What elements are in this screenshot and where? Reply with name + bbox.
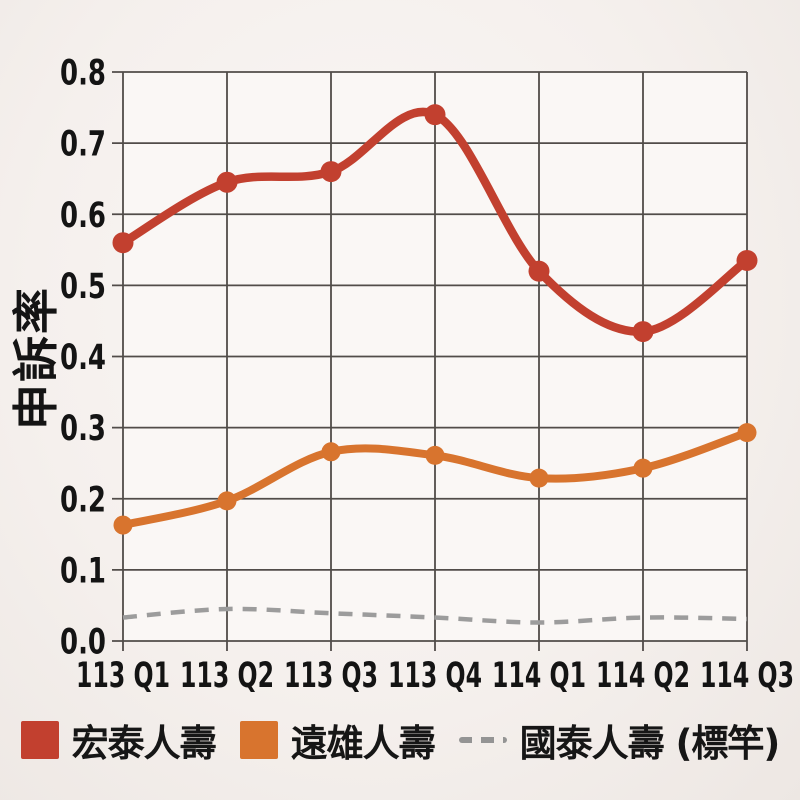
svg-text:113 Q3: 113 Q3 — [284, 656, 378, 696]
legend-label: 國泰人壽 (標竿) — [519, 722, 781, 765]
svg-text:113 Q4: 113 Q4 — [388, 656, 482, 696]
svg-text:0.6: 0.6 — [60, 196, 106, 236]
svg-text:0.0: 0.0 — [60, 623, 106, 663]
svg-text:114 Q3: 114 Q3 — [700, 656, 794, 696]
legend: 宏泰人壽 遠雄人壽 國泰人壽 (標竿) — [0, 714, 800, 766]
svg-text:114 Q1: 114 Q1 — [492, 656, 586, 696]
legend-dashed-line-sample — [458, 737, 507, 743]
svg-text:0.2: 0.2 — [60, 480, 106, 520]
legend-item-yuanxiong: 遠雄人壽 — [239, 713, 436, 767]
legend-item-hongtai: 宏泰人壽 — [20, 713, 217, 767]
y-axis-title: 申訴率 — [9, 286, 63, 430]
svg-text:0.8: 0.8 — [60, 54, 106, 94]
legend-item-guotai-benchmark: 國泰人壽 (標竿) — [458, 713, 781, 767]
svg-text:114 Q2: 114 Q2 — [596, 656, 690, 696]
svg-text:0.1: 0.1 — [60, 551, 106, 591]
legend-label: 遠雄人壽 — [290, 722, 436, 765]
svg-text:0.4: 0.4 — [60, 338, 106, 378]
svg-text:0.3: 0.3 — [60, 409, 106, 449]
svg-text:113 Q2: 113 Q2 — [180, 656, 274, 696]
legend-swatch-square-red — [20, 721, 59, 759]
svg-text:113 Q1: 113 Q1 — [76, 656, 170, 696]
svg-text:0.5: 0.5 — [60, 267, 106, 307]
legend-swatch-square-orange — [239, 721, 278, 759]
svg-text:0.7: 0.7 — [60, 125, 106, 165]
legend-label: 宏泰人壽 — [71, 722, 217, 765]
